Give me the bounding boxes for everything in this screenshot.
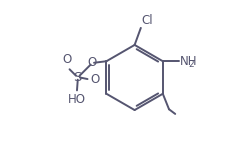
Text: O: O <box>62 53 72 66</box>
Text: S: S <box>74 71 82 84</box>
Text: O: O <box>90 73 99 86</box>
Text: 2: 2 <box>188 60 194 69</box>
Text: O: O <box>88 56 97 69</box>
Text: NH: NH <box>180 55 197 68</box>
Text: HO: HO <box>68 93 86 106</box>
Text: Cl: Cl <box>142 14 153 27</box>
